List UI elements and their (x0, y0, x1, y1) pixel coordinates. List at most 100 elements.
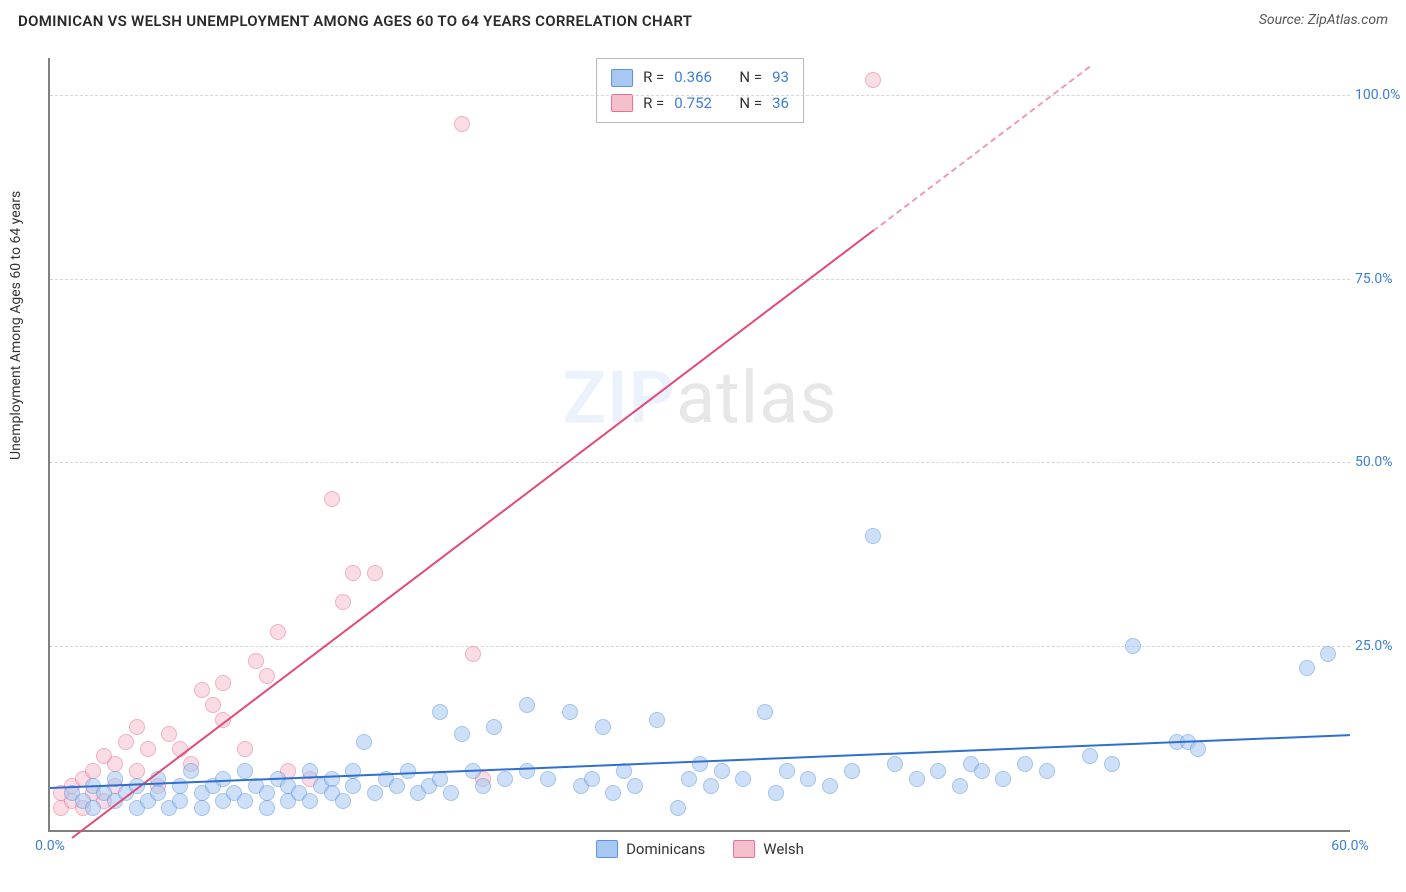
welsh-point (454, 116, 470, 132)
chart-title: DOMINICAN VS WELSH UNEMPLOYMENT AMONG AG… (18, 12, 692, 30)
welsh-point (118, 734, 134, 750)
dominican-point (183, 763, 199, 779)
dominican-point (237, 763, 253, 779)
dominican-point (259, 800, 275, 816)
welsh-point (248, 653, 264, 669)
dominican-point (844, 763, 860, 779)
n-value-blue: 93 (772, 65, 789, 91)
dominican-point (443, 785, 459, 801)
y-tick-label: 100.0% (1355, 87, 1406, 103)
welsh-point (107, 756, 123, 772)
dominican-point (822, 778, 838, 794)
dominican-point (150, 785, 166, 801)
dominican-point (595, 719, 611, 735)
gridline (50, 462, 1350, 463)
plot-area: ZIPatlas R = 0.366 N = 93 R = 0.752 N = … (48, 58, 1350, 832)
dominican-point (302, 793, 318, 809)
x-tick-label: 60.0% (1331, 838, 1369, 854)
dominican-point (540, 771, 556, 787)
dominican-point (768, 785, 784, 801)
dominican-point (335, 793, 351, 809)
dominican-point (172, 778, 188, 794)
welsh-point (367, 565, 383, 581)
gridline (50, 95, 1350, 96)
dominican-point (670, 800, 686, 816)
watermark: ZIPatlas (562, 355, 837, 440)
legend-item-blue: Dominicans (596, 840, 705, 858)
x-tick-label: 0.0% (35, 838, 65, 854)
dominican-point (757, 704, 773, 720)
dominican-point (389, 778, 405, 794)
welsh-point (205, 697, 221, 713)
welsh-point (194, 682, 210, 698)
trend-line (873, 66, 1091, 232)
dominican-point (475, 778, 491, 794)
legend-swatch-blue (596, 840, 618, 858)
welsh-point (85, 763, 101, 779)
dominican-point (681, 771, 697, 787)
dominican-point (486, 719, 502, 735)
dominican-point (1082, 748, 1098, 764)
dominican-point (194, 800, 210, 816)
y-tick-label: 50.0% (1355, 454, 1406, 470)
legend: Dominicans Welsh (596, 840, 804, 858)
dominican-point (1125, 638, 1141, 654)
welsh-point (161, 726, 177, 742)
dominican-point (1320, 646, 1336, 662)
dominican-point (930, 763, 946, 779)
dominican-point (1017, 756, 1033, 772)
dominican-point (995, 771, 1011, 787)
dominican-point (1299, 660, 1315, 676)
welsh-point (129, 763, 145, 779)
dominican-point (497, 771, 513, 787)
welsh-point (324, 491, 340, 507)
dominican-point (324, 771, 340, 787)
dominican-point (692, 756, 708, 772)
dominican-point (909, 771, 925, 787)
dominican-point (779, 763, 795, 779)
r-value-blue: 0.366 (674, 65, 712, 91)
welsh-point (237, 741, 253, 757)
dominican-point (432, 704, 448, 720)
dominican-point (800, 771, 816, 787)
dominican-point (974, 763, 990, 779)
dominican-point (85, 800, 101, 816)
dominican-point (649, 712, 665, 728)
welsh-point (335, 594, 351, 610)
dominican-point (519, 697, 535, 713)
welsh-point (270, 624, 286, 640)
dominican-point (865, 528, 881, 544)
gridline (50, 279, 1350, 280)
dominican-point (345, 778, 361, 794)
welsh-point (865, 72, 881, 88)
dominican-point (367, 785, 383, 801)
legend-item-pink: Welsh (733, 840, 804, 858)
dominican-point (519, 763, 535, 779)
dominican-point (605, 785, 621, 801)
dominican-point (952, 778, 968, 794)
welsh-point (129, 719, 145, 735)
y-tick-label: 75.0% (1355, 271, 1406, 287)
welsh-point (345, 565, 361, 581)
y-tick-label: 25.0% (1355, 638, 1406, 654)
correlation-info-box: R = 0.366 N = 93 R = 0.752 N = 36 (596, 58, 804, 123)
dominican-point (1039, 763, 1055, 779)
dominican-point (172, 793, 188, 809)
legend-label-blue: Dominicans (626, 840, 705, 858)
dominican-point (1104, 756, 1120, 772)
dominican-point (714, 763, 730, 779)
dominican-point (356, 734, 372, 750)
legend-swatch-pink (733, 840, 755, 858)
trend-line (71, 230, 874, 839)
dominican-point (584, 771, 600, 787)
legend-label-pink: Welsh (763, 840, 804, 858)
source-credit: Source: ZipAtlas.com (1259, 12, 1388, 28)
dominican-point (1190, 741, 1206, 757)
dominican-point (454, 726, 470, 742)
dominican-point (627, 778, 643, 794)
info-row-blue: R = 0.366 N = 93 (611, 65, 789, 91)
swatch-pink (611, 94, 633, 112)
welsh-point (259, 668, 275, 684)
welsh-point (215, 675, 231, 691)
dominican-point (215, 771, 231, 787)
